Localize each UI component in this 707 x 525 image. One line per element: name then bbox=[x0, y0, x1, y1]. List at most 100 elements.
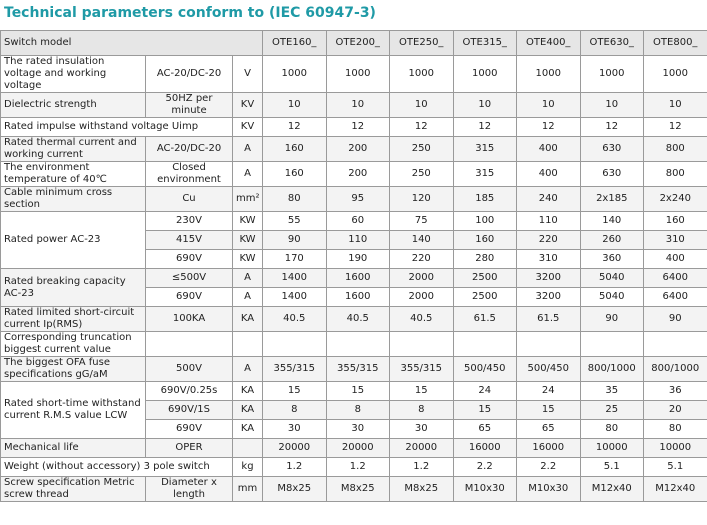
value: 90 bbox=[643, 306, 707, 332]
value: 400 bbox=[516, 136, 581, 162]
value: 1.2 bbox=[389, 457, 454, 477]
model-name: OTE630_ bbox=[579, 30, 644, 56]
value: 5.1 bbox=[579, 457, 644, 477]
value: 630 bbox=[579, 136, 644, 162]
value: 250 bbox=[389, 136, 454, 162]
value: 1600 bbox=[325, 268, 390, 288]
value: 315 bbox=[452, 136, 517, 162]
value: 400 bbox=[516, 161, 581, 187]
value: 10 bbox=[516, 92, 581, 118]
value: 110 bbox=[325, 230, 390, 250]
unit: KA bbox=[232, 419, 263, 439]
condition: 690V/1S bbox=[145, 400, 233, 420]
row: 690V A 1400 1600 2000 2500 3200 5040 6400 bbox=[1, 287, 707, 307]
value: 30 bbox=[389, 419, 454, 439]
value: 15 bbox=[325, 381, 390, 401]
value: 240 bbox=[516, 186, 581, 212]
value: 170 bbox=[262, 249, 327, 269]
header-row: Switch model OTE160_ OTE200_ OTE250_ OTE315_… bbox=[0, 30, 707, 56]
unit: KA bbox=[232, 381, 263, 401]
value: 20000 bbox=[325, 438, 390, 458]
empty-cell bbox=[579, 331, 644, 357]
value: 5040 bbox=[579, 268, 644, 288]
empty-cell bbox=[516, 331, 581, 357]
value: 160 bbox=[262, 136, 327, 162]
unit: A bbox=[232, 161, 263, 187]
parameter-label: Rated power AC-23 bbox=[0, 211, 146, 269]
value: 2500 bbox=[452, 287, 517, 307]
value: 12 bbox=[262, 117, 327, 137]
value: M8x25 bbox=[389, 476, 454, 502]
row: 690V KW 170 190 220 280 310 360 400 bbox=[1, 249, 707, 269]
value: 630 bbox=[579, 161, 644, 187]
value: 140 bbox=[579, 211, 644, 231]
value: 6400 bbox=[643, 268, 707, 288]
value: 1400 bbox=[262, 287, 327, 307]
value: 3200 bbox=[516, 268, 581, 288]
value: 500/450 bbox=[516, 356, 581, 382]
parameter-label: Cable minimum cross section bbox=[0, 186, 146, 212]
condition: Cu bbox=[145, 186, 233, 212]
value: 24 bbox=[516, 381, 581, 401]
empty-cell bbox=[389, 331, 454, 357]
value: 160 bbox=[452, 230, 517, 250]
value: 5040 bbox=[579, 287, 644, 307]
value: 1600 bbox=[325, 287, 390, 307]
condition: 230V bbox=[145, 211, 233, 231]
value: 140 bbox=[389, 230, 454, 250]
value: 360 bbox=[579, 249, 644, 269]
condition: AC-20/DC-20 bbox=[145, 55, 233, 93]
condition: 690V bbox=[145, 249, 233, 269]
value: 80 bbox=[579, 419, 644, 439]
value: 20 bbox=[643, 400, 707, 420]
value: 5.1 bbox=[643, 457, 707, 477]
value: 75 bbox=[389, 211, 454, 231]
value: 15 bbox=[516, 400, 581, 420]
value: 260 bbox=[579, 230, 644, 250]
empty-cell bbox=[232, 331, 263, 357]
value: M12x40 bbox=[643, 476, 707, 502]
value: 310 bbox=[643, 230, 707, 250]
value: 61.5 bbox=[452, 306, 517, 332]
value: 8 bbox=[262, 400, 327, 420]
value: 1000 bbox=[262, 55, 327, 93]
model-name: OTE250_ bbox=[389, 30, 454, 56]
model-name: OTE200_ bbox=[325, 30, 390, 56]
parameter-label: Mechanical life bbox=[0, 438, 146, 458]
value: 15 bbox=[389, 381, 454, 401]
unit: KV bbox=[232, 117, 263, 137]
value: 12 bbox=[643, 117, 707, 137]
unit: V bbox=[232, 55, 263, 93]
row: The biggest OFA fuse specifications gG/a… bbox=[0, 356, 707, 382]
unit: mm² bbox=[232, 186, 263, 212]
value: 315 bbox=[452, 161, 517, 187]
value: 280 bbox=[452, 249, 517, 269]
value: 15 bbox=[262, 381, 327, 401]
value: 355/315 bbox=[262, 356, 327, 382]
condition: Diameter x length bbox=[145, 476, 233, 502]
value: 12 bbox=[325, 117, 390, 137]
value: 16000 bbox=[452, 438, 517, 458]
row: Corresponding truncation biggest current… bbox=[0, 331, 707, 357]
value: 1.2 bbox=[325, 457, 390, 477]
condition: 100KA bbox=[145, 306, 233, 332]
row: Cable minimum cross section Cu mm² 80 95 120 1… bbox=[0, 186, 707, 212]
value: 10000 bbox=[579, 438, 644, 458]
unit: kg bbox=[232, 457, 263, 477]
unit: A bbox=[232, 287, 263, 307]
value: M12x40 bbox=[579, 476, 644, 502]
value: 24 bbox=[452, 381, 517, 401]
value: 90 bbox=[579, 306, 644, 332]
table-body: Switch model OTE160_ OTE200_ OTE250_ OTE315_… bbox=[0, 30, 707, 502]
value: 10 bbox=[325, 92, 390, 118]
condition: AC-20/DC-20 bbox=[145, 136, 233, 162]
spec-table: Switch model OTE160_ OTE200_ OTE250_ OTE315_… bbox=[0, 30, 707, 502]
value: 25 bbox=[579, 400, 644, 420]
parameter-label: Corresponding truncation biggest current… bbox=[0, 331, 146, 357]
unit bbox=[232, 438, 263, 458]
value: 160 bbox=[262, 161, 327, 187]
parameter-label: Rated limited short-circuit current Ip(R… bbox=[0, 306, 146, 332]
title: Technical parameters conform to (IEC 609… bbox=[4, 5, 376, 21]
value: M8x25 bbox=[325, 476, 390, 502]
value: 1400 bbox=[262, 268, 327, 288]
